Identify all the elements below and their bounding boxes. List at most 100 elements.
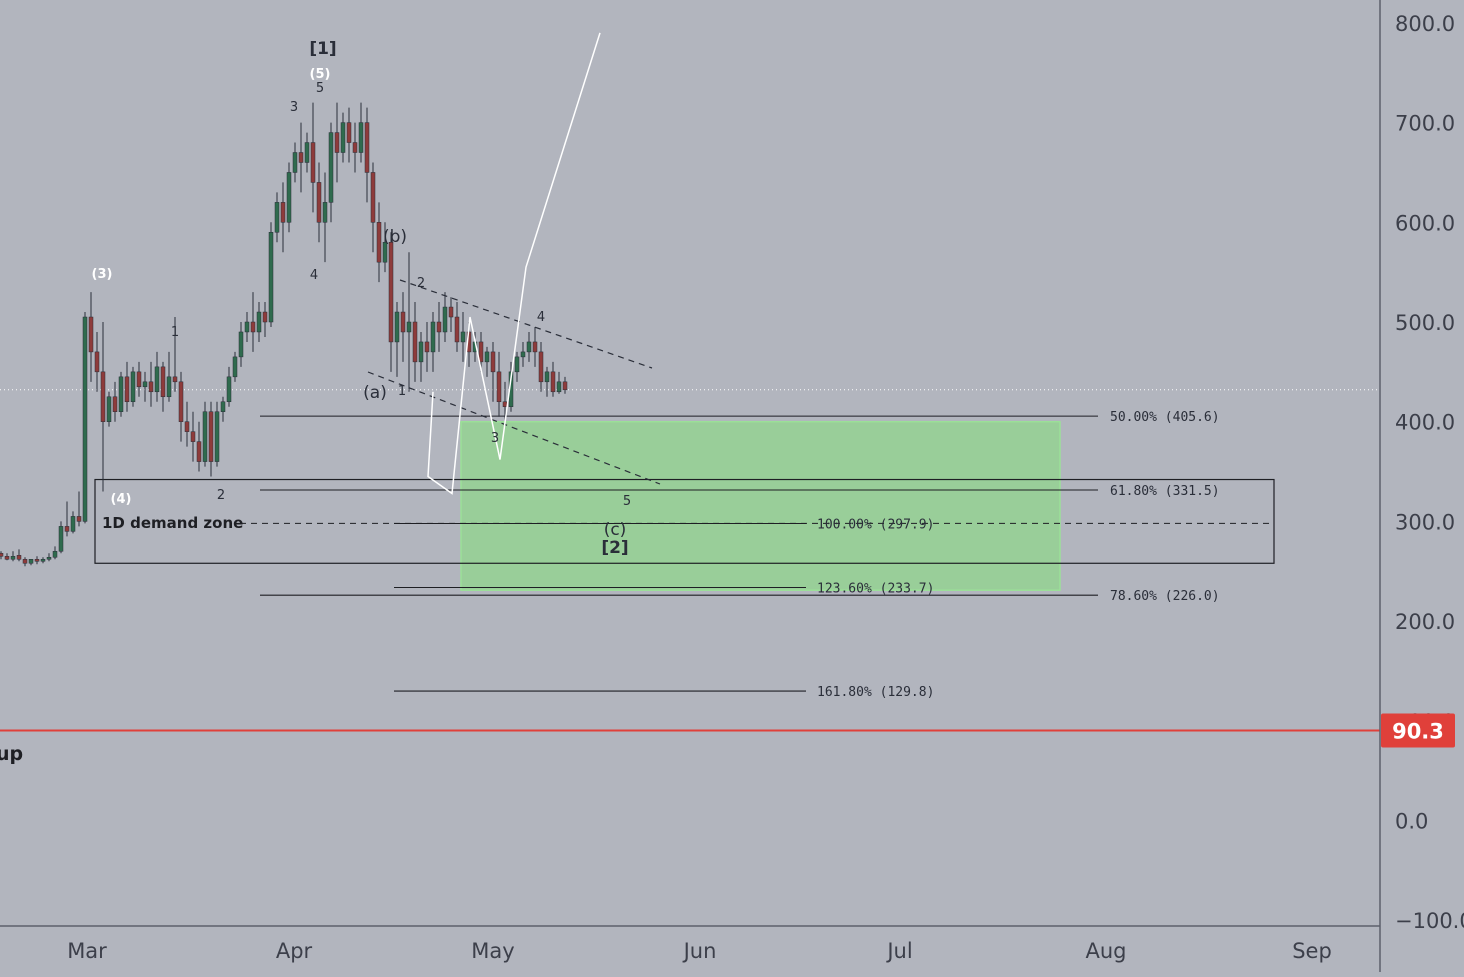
candle-body <box>106 396 112 422</box>
candle-body <box>496 371 502 403</box>
current-price-tag-bg <box>1381 713 1455 748</box>
candle-body <box>130 371 136 403</box>
candle-body <box>244 321 250 333</box>
y-tick-label: 200.0 <box>1395 610 1455 634</box>
candle-body <box>148 381 154 393</box>
candle-body <box>358 122 364 153</box>
candle-body <box>538 351 544 383</box>
fib-label-5: 161.80% (129.8) <box>817 685 934 700</box>
candle-body <box>430 321 436 353</box>
y-tick-label: 0.0 <box>1395 810 1428 834</box>
candle-body <box>364 122 370 173</box>
candle-body <box>550 371 556 393</box>
candle-body <box>88 316 94 353</box>
y-tick-label: 500.0 <box>1395 311 1455 335</box>
candle-body <box>292 152 298 173</box>
candle-body <box>514 356 520 373</box>
candle-body <box>334 132 340 153</box>
wave-label-3-top: 3 <box>290 100 298 115</box>
candle-body <box>172 376 178 383</box>
candle-body <box>214 411 220 462</box>
wave-label-4-sub: 4 <box>537 310 545 325</box>
candle-body <box>502 401 508 407</box>
candle-body <box>112 396 118 412</box>
wave-label-b: (b) <box>383 227 407 247</box>
wave-label-minor-3: (3) <box>92 267 113 282</box>
candle-body <box>208 411 214 462</box>
fib-label-4: 123.60% (233.7) <box>817 582 934 597</box>
candle-body <box>370 172 376 223</box>
candle-body <box>256 311 262 333</box>
candle-body <box>352 142 358 153</box>
fib-levels: 50.00% (405.6) 61.80% (331.5) 78.60% (226.… <box>260 410 1220 700</box>
y-tick-label: 400.0 <box>1395 411 1455 435</box>
wave-label-4-top: 4 <box>310 268 318 283</box>
candle-body <box>388 241 394 343</box>
candle-body <box>424 341 430 353</box>
candle-body <box>28 559 34 564</box>
candle-body <box>52 551 58 558</box>
candle-body <box>160 366 166 398</box>
candle-body <box>316 182 322 223</box>
wave-label-a: (a) <box>363 383 387 403</box>
candle-body <box>436 321 442 333</box>
candle-body <box>532 341 538 353</box>
wave-label-3-sub: 3 <box>491 431 499 446</box>
wave-label-5-sub: 5 <box>623 494 631 509</box>
candle-body <box>10 556 16 560</box>
candle-body <box>286 172 292 223</box>
candle-body <box>0 553 4 557</box>
wave-label-1-sub: 1 <box>398 384 406 399</box>
candle-body <box>70 516 76 532</box>
candle-body <box>124 376 130 403</box>
candle-body <box>562 381 568 391</box>
time-axis[interactable]: Mar Apr May Jun Jul Aug Sep <box>67 939 1332 963</box>
candle-body <box>394 311 400 343</box>
candle-body <box>454 316 460 343</box>
x-tick-label: Jul <box>885 939 912 963</box>
candle-body <box>262 311 268 323</box>
candle-body <box>166 376 172 398</box>
candle-body <box>412 321 418 363</box>
candle-body <box>226 376 232 403</box>
candle-body <box>154 366 160 393</box>
candle-body <box>484 351 490 363</box>
current-price-value: 90.3 <box>1392 719 1444 743</box>
projection-path[interactable] <box>427 32 601 495</box>
candle-body <box>382 241 388 263</box>
candle-body <box>142 381 148 388</box>
candle-body <box>94 351 100 373</box>
x-tick-label: May <box>471 939 514 963</box>
candle-body <box>304 142 310 163</box>
price-axis[interactable]: 800.0700.0600.0500.0400.0300.0200.0100.0… <box>1395 12 1464 933</box>
candle-body <box>544 371 550 383</box>
candle-body <box>64 526 70 532</box>
candle-body <box>232 356 238 378</box>
x-tick-label: Aug <box>1085 939 1126 963</box>
candle-body <box>526 341 532 353</box>
candle-body <box>298 152 304 163</box>
wave-label-minor-5: (5) <box>310 67 331 82</box>
target-zone-box <box>460 420 1061 591</box>
candle-body <box>328 132 334 203</box>
candle-body <box>100 371 106 422</box>
candle-body <box>490 351 496 373</box>
candle-body <box>400 311 406 333</box>
candle-body <box>178 381 184 422</box>
wave-label-2-left: 2 <box>217 488 225 503</box>
candle-body <box>58 526 64 552</box>
fib-label-0: 50.00% (405.6) <box>1110 410 1220 425</box>
channel-lower-line <box>367 371 661 485</box>
candle-body <box>310 142 316 183</box>
y-tick-label: 600.0 <box>1395 211 1455 235</box>
current-price-tag: 90.3 <box>1381 713 1455 748</box>
y-tick-label: 700.0 <box>1395 112 1455 136</box>
candle-body <box>250 321 256 333</box>
candle-body <box>76 516 82 522</box>
candle-body <box>346 122 352 143</box>
fib-label-1: 61.80% (331.5) <box>1110 484 1220 499</box>
x-tick-label: Mar <box>67 939 107 963</box>
candle-body <box>448 306 454 318</box>
